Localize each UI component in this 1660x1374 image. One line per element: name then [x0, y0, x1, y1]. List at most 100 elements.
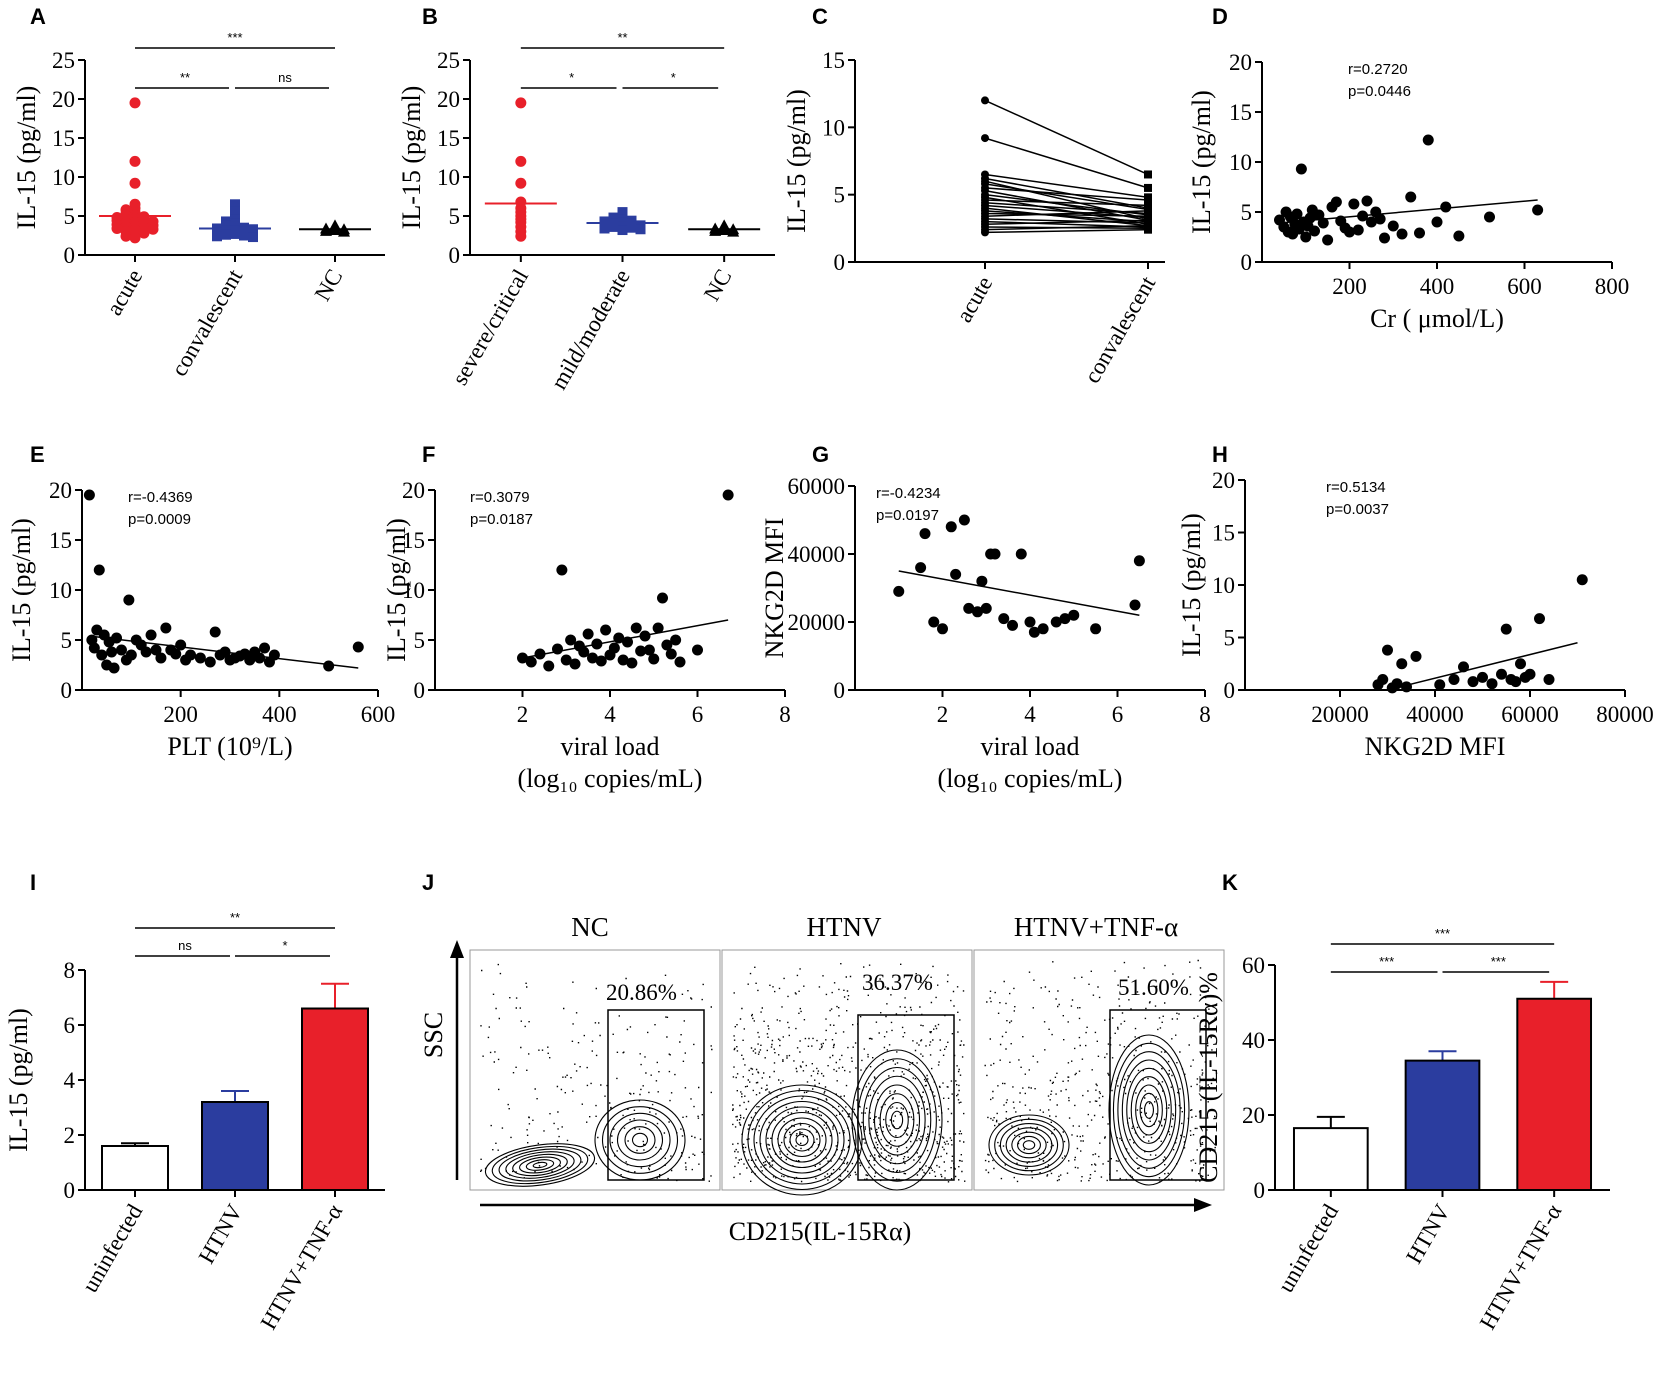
data-point [320, 224, 332, 236]
panel-label-a: A [30, 4, 46, 29]
regression-line [898, 570, 1140, 616]
y-tick-label: 15 [1229, 100, 1252, 125]
data-point [111, 222, 123, 234]
data-point [556, 564, 568, 576]
significance-label: * [671, 70, 676, 85]
contour-ring [879, 1093, 915, 1147]
x-tick-label: 400 [262, 702, 297, 727]
data-point [1330, 196, 1342, 208]
chart-G: 0 20000 40000 60000 2 4 6 8 NKG2D MFI viral load (… [760, 474, 1211, 793]
x-tick-label: convalescent [1079, 271, 1160, 387]
x-tick-label: HTNV+TNF-α [1475, 1200, 1567, 1334]
data-point [1291, 208, 1303, 220]
y-tick-label: 15 [402, 528, 425, 553]
data-point [1090, 623, 1102, 635]
data-point [185, 649, 197, 661]
chart-I: 0 2 4 6 8 IL-15 (pg/ml) uninfected HTNV HTNV+TNF… [4, 910, 385, 1334]
y-tick-label: 10 [1212, 573, 1235, 598]
data-point [1387, 220, 1399, 232]
y-tick-label: 5 [61, 628, 73, 653]
contour-ring [862, 1066, 932, 1174]
data-point [937, 623, 948, 635]
data-point [1129, 599, 1141, 611]
significance-label: * [569, 70, 574, 85]
significance-label: ns [278, 70, 292, 85]
stat-label: r=-0.4369 [128, 489, 193, 506]
data-point [1322, 234, 1334, 246]
data-point [108, 662, 120, 674]
pair-line [984, 137, 1149, 189]
y-tick-label: 5 [1241, 200, 1253, 225]
data-point [989, 548, 1001, 560]
flow-title-htnv-tnf: HTNV+TNF-α [1014, 912, 1178, 942]
y-tick-label: 10 [402, 578, 425, 603]
y-axis-label: IL-15 (pg/ml) [1177, 513, 1206, 657]
x-axis-label: viral load [561, 732, 660, 761]
data-point [1391, 678, 1403, 690]
significance-label: *** [1491, 954, 1506, 969]
data-point [622, 636, 633, 648]
data-point [1401, 681, 1412, 693]
y-tick-label: 20 [1229, 50, 1252, 75]
x-tick-label: 6 [692, 702, 704, 727]
gate-nc [607, 1009, 705, 1181]
bar [301, 1007, 369, 1191]
panel-label-e: E [30, 442, 45, 467]
data-point [150, 644, 162, 656]
pair-line [984, 224, 1149, 231]
flow-event-dots [480, 959, 1218, 1183]
y-tick-label: 0 [1254, 1178, 1266, 1203]
data-point [635, 224, 646, 235]
stat-label: r=0.3079 [470, 489, 530, 506]
data-point [1144, 201, 1152, 210]
y-tick-label: 20 [52, 87, 75, 112]
pair-line [984, 212, 1149, 217]
panel-label-b: B [422, 4, 438, 29]
data-point [93, 564, 105, 576]
x-tick-label: NC [699, 265, 737, 305]
x-tick-label: 8 [779, 702, 791, 727]
y-tick-label: 20000 [788, 610, 846, 635]
data-point [976, 575, 988, 587]
data-point [120, 230, 132, 242]
y-tick-label: 5 [414, 628, 426, 653]
data-point [1144, 221, 1152, 230]
flow-title-htnv: HTNV [807, 912, 882, 942]
data-point [1015, 548, 1027, 560]
data-point [981, 134, 989, 143]
data-point [1037, 623, 1049, 635]
x-tick-label: 6 [1112, 702, 1124, 727]
y-axis-label: IL-15 (pg/ml) [7, 518, 36, 662]
data-point [980, 602, 992, 614]
data-point [230, 228, 240, 239]
x-axis-label-units: (log₁₀ copies/mL) [518, 764, 703, 793]
data-point [1396, 658, 1408, 670]
data-point [239, 230, 249, 241]
contour-ring [771, 1111, 833, 1169]
data-point [578, 646, 590, 658]
y-tick-label: 10 [52, 165, 75, 190]
stat-label: p=0.0197 [876, 507, 939, 524]
chart-F: 0 5 10 15 20 2 4 6 8 IL-15 (pg/ml) viral load (log₁… [382, 478, 791, 793]
flow-y-arrowhead [450, 940, 464, 958]
pair-line [984, 219, 1149, 226]
y-tick-label: 5 [834, 183, 846, 208]
contour-ring [491, 1145, 589, 1185]
data-point [1050, 616, 1062, 628]
data-point [608, 642, 620, 654]
x-tick-label: 200 [163, 702, 198, 727]
pair-line [984, 99, 1149, 176]
data-point [1410, 650, 1422, 662]
data-point [170, 648, 182, 660]
data-point [617, 654, 629, 666]
chart-E: 0 5 10 15 20 200 400 600 IL-15 (pg/ml) PLT (10⁹/L… [7, 478, 395, 761]
data-point [543, 660, 555, 672]
y-tick-label: 40 [1242, 1028, 1265, 1053]
data-point [268, 649, 280, 661]
flow-panel: SSC CD215(IL-15Rα) NC HTNV HTNV+TNF-α 20… [419, 912, 1225, 1246]
data-point [600, 624, 612, 636]
data-point [1448, 674, 1460, 685]
y-tick-label: 60 [1242, 953, 1265, 978]
y-axis-label: IL-15 (pg/ml) [12, 86, 41, 230]
data-point [230, 199, 240, 210]
